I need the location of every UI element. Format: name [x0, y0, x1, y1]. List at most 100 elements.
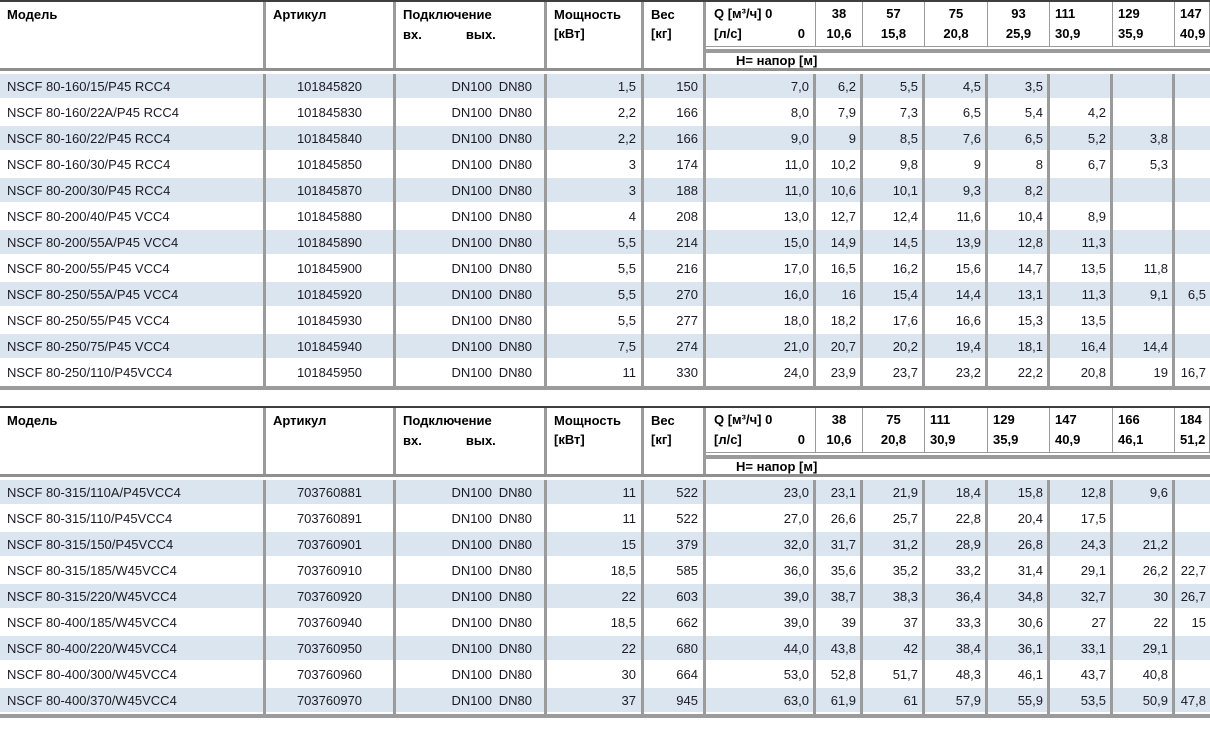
flow-ls-value: 46,1: [1118, 431, 1144, 447]
outlet-cell: DN80: [496, 126, 547, 152]
head-value-cell: 20,4: [988, 506, 1050, 532]
head-value-cell: 25,7: [863, 506, 925, 532]
head-value-cell: 42: [863, 636, 925, 662]
head-value-cell: 15,4: [863, 282, 925, 308]
table-row: NSCF 80-200/55/P45 VCC4 101845900 DN100 DN8…: [0, 256, 1210, 282]
head-value-cell: 31,2: [863, 532, 925, 558]
head-value-cell: 6,5: [1175, 282, 1210, 308]
head-value-cell: [1175, 100, 1210, 126]
head-row-label: Н= напор [м]: [736, 459, 818, 474]
column-header-model-label: Модель: [7, 7, 58, 22]
weight-cell: 274: [644, 334, 706, 360]
head-value-cell: 46,1: [988, 662, 1050, 688]
head-value-cell: 57,9: [925, 688, 988, 714]
inlet-sublabel: вх.: [403, 432, 422, 448]
flow-m3h-value: 111: [1055, 6, 1076, 21]
weight-cell: 174: [644, 152, 706, 178]
model-cell: NSCF 80-200/40/P45 VCC4: [0, 204, 266, 230]
head-value-cell: [1175, 506, 1210, 532]
table-row: NSCF 80-200/55A/P45 VCC4 101845890 DN100 DN…: [0, 230, 1210, 256]
inlet-cell: DN100: [396, 282, 496, 308]
head-value-cell: 6,7: [1050, 152, 1113, 178]
head-value-cell: 15,3: [988, 308, 1050, 334]
head-value-cell: 33,2: [925, 558, 988, 584]
power-cell: 22: [547, 636, 644, 662]
head-value-cell: 9: [925, 152, 988, 178]
model-cell: NSCF 80-200/55/P45 VCC4: [0, 256, 266, 282]
table-row: NSCF 80-315/110A/P45VCC4 703760881 DN100 DN…: [0, 480, 1210, 506]
head-value-cell: 11,3: [1050, 230, 1113, 256]
article-cell: 703760970: [266, 688, 396, 714]
outlet-cell: DN80: [496, 360, 547, 386]
outlet-cell: DN80: [496, 610, 547, 636]
weight-cell: 522: [644, 480, 706, 506]
head-value-cell: 40,8: [1113, 662, 1175, 688]
head-value-cell: 39,0: [706, 584, 816, 610]
q-ls-label-row: [л/с] 0: [714, 24, 815, 44]
head-value-cell: 44,0: [706, 636, 816, 662]
flow-header-boxes: Q [м³/ч] 0 [л/с] 0 38 10,6 75 20,8 111 30,9 129 35…: [706, 408, 1210, 454]
head-value-cell: 27,0: [706, 506, 816, 532]
head-value-cell: 7,6: [925, 126, 988, 152]
outlet-cell: DN80: [496, 230, 547, 256]
model-cell: NSCF 80-160/22/P45 RCC4: [0, 126, 266, 152]
head-value-cell: 23,1: [816, 480, 863, 506]
power-cell: 1,5: [547, 74, 644, 100]
head-value-cell: 24,0: [706, 360, 816, 386]
model-cell: NSCF 80-250/55A/P45 VCC4: [0, 282, 266, 308]
power-cell: 3: [547, 152, 644, 178]
inlet-cell: DN100: [396, 480, 496, 506]
flow-header-rule: [706, 49, 1210, 53]
head-value-cell: [1175, 178, 1210, 204]
column-header-article: Артикул: [266, 2, 396, 68]
inlet-cell: DN100: [396, 636, 496, 662]
article-cell: 703760910: [266, 558, 396, 584]
head-value-cell: 8,5: [863, 126, 925, 152]
head-value-cell: 4,2: [1050, 100, 1113, 126]
head-row-label-band: Н= напор [м]: [706, 53, 1210, 68]
outlet-cell: DN80: [496, 480, 547, 506]
power-cell: 4: [547, 204, 644, 230]
model-cell: NSCF 80-160/30/P45 RCC4: [0, 152, 266, 178]
weight-cell: 277: [644, 308, 706, 334]
table-row: NSCF 80-160/22A/P45 RCC4 101845830 DN100 DN…: [0, 100, 1210, 126]
article-cell: 703760960: [266, 662, 396, 688]
flow-m3h-value: 147: [1180, 6, 1202, 21]
weight-cell: 330: [644, 360, 706, 386]
head-value-cell: 8,0: [706, 100, 816, 126]
head-value-cell: 12,7: [816, 204, 863, 230]
weight-cell: 214: [644, 230, 706, 256]
column-header-connection-label: Подключение: [403, 7, 492, 22]
head-value-cell: [1175, 152, 1210, 178]
weight-cell: 270: [644, 282, 706, 308]
flow-m3h-value: 147: [1055, 412, 1077, 427]
head-value-cell: 15,6: [925, 256, 988, 282]
outlet-cell: DN80: [496, 506, 547, 532]
flow-column-header: 75 20,8: [925, 2, 988, 48]
power-cell: 5,5: [547, 256, 644, 282]
head-value-cell: [1113, 308, 1175, 334]
head-value-cell: 51,7: [863, 662, 925, 688]
model-cell: NSCF 80-250/75/P45 VCC4: [0, 334, 266, 360]
table-header-row: Модель Артикул Подключение вх. вых. Мощность […: [0, 406, 1210, 477]
table-row: NSCF 80-250/55/P45 VCC4 101845930 DN100 DN8…: [0, 308, 1210, 334]
flow-ls-value: 40,9: [1055, 431, 1081, 447]
article-cell: 101845890: [266, 230, 396, 256]
head-value-cell: 9,1: [1113, 282, 1175, 308]
flow-m3h-value: 57: [886, 6, 901, 21]
head-value-cell: 48,3: [925, 662, 988, 688]
q-ls-zero: 0: [797, 25, 805, 41]
head-value-cell: [1175, 256, 1210, 282]
column-header-weight: Вес [кг]: [644, 2, 706, 68]
head-value-cell: 27: [1050, 610, 1113, 636]
flow-header-block: Q [м³/ч] 0 [л/с] 0 38 10,6 75 20,8 111 30,9 129 35…: [706, 408, 1210, 474]
flow-ls-value: 25,9: [1005, 25, 1032, 41]
power-cell: 11: [547, 480, 644, 506]
column-header-weight: Вес [кг]: [644, 408, 706, 474]
head-value-cell: 9,6: [1113, 480, 1175, 506]
flow-column-header: 111 30,9: [1050, 2, 1113, 48]
flow-ls-value: 10,6: [826, 431, 852, 447]
head-value-cell: 24,3: [1050, 532, 1113, 558]
weight-cell: 208: [644, 204, 706, 230]
